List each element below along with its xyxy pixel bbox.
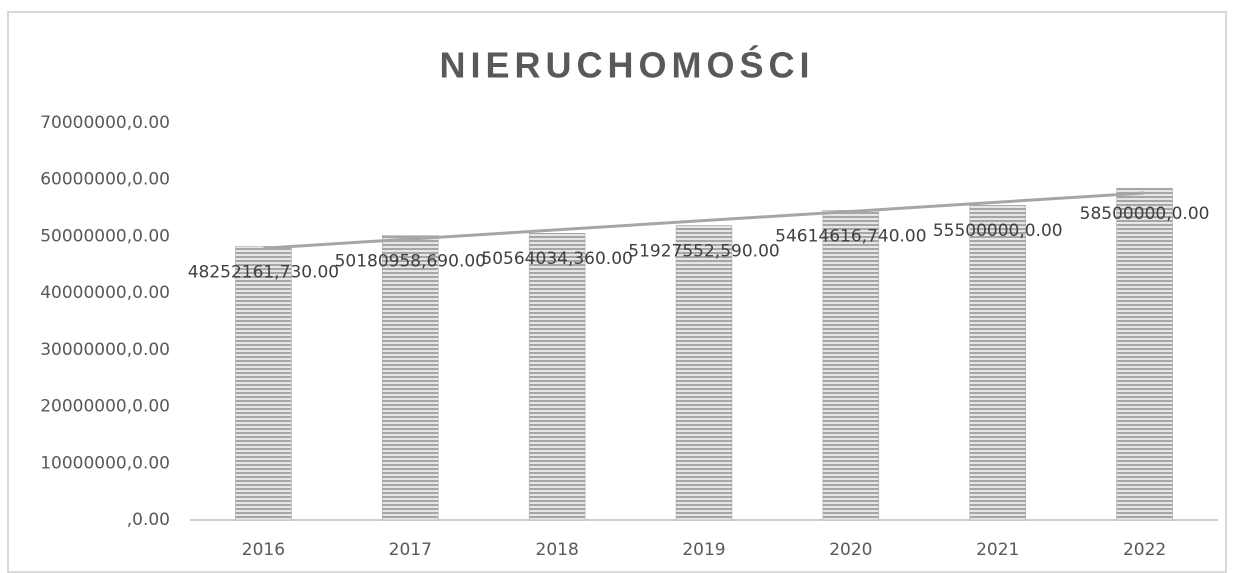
value-label: 50180958,690.00: [335, 251, 486, 271]
x-tick-label: 2016: [242, 540, 285, 560]
value-label: 55500000,0.00: [933, 221, 1063, 241]
bar: [675, 225, 733, 521]
y-tick-label: 50000000,0.00: [40, 226, 170, 246]
x-tick-label: 2020: [829, 540, 872, 560]
bar: [1116, 187, 1173, 521]
y-tick-label: 10000000,0.00: [40, 453, 170, 473]
bar: [235, 246, 292, 521]
chart-title: NIERUCHOMOŚCI: [439, 44, 814, 86]
x-tick-label: 2022: [1123, 540, 1166, 560]
x-tick-label: 2021: [976, 540, 1019, 560]
y-tick-label: 30000000,0.00: [40, 340, 170, 360]
x-tick-label: 2019: [682, 540, 725, 560]
bar: [822, 210, 880, 521]
y-tick-label: 60000000,0.00: [40, 170, 170, 190]
y-tick-label: ,0.00: [127, 510, 170, 530]
bar: [382, 235, 439, 521]
x-tick-label: 2017: [389, 540, 432, 560]
trend-line: [263, 191, 1145, 250]
value-label: 58500000,0.00: [1080, 204, 1210, 224]
y-tick-label: 70000000,0.00: [40, 113, 170, 133]
x-tick-label: 2018: [536, 540, 579, 560]
y-tick-label: 40000000,0.00: [40, 283, 170, 303]
y-tick-label: 20000000,0.00: [40, 397, 170, 417]
value-label: 48252161,730.00: [188, 262, 339, 282]
value-label: 54614616,740.00: [775, 226, 926, 246]
bar: [528, 232, 586, 521]
value-label: 50564034,360.00: [481, 249, 632, 269]
bar: [969, 204, 1026, 521]
chart-frame: [7, 11, 1227, 573]
value-label: 51927552,590.00: [628, 241, 779, 261]
